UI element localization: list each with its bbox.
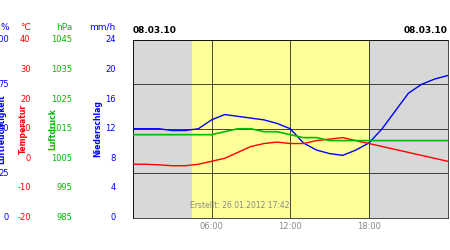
Text: 1025: 1025 bbox=[51, 95, 72, 104]
Text: 1035: 1035 bbox=[51, 65, 72, 74]
Text: 1045: 1045 bbox=[51, 36, 72, 44]
Text: Temperatur: Temperatur bbox=[19, 104, 28, 154]
Text: Luftfeuchtigkeit: Luftfeuchtigkeit bbox=[0, 94, 6, 164]
Text: 75: 75 bbox=[0, 80, 9, 89]
Text: 0: 0 bbox=[110, 213, 116, 222]
Text: 50: 50 bbox=[0, 124, 9, 133]
Bar bbox=[369, 40, 448, 218]
Text: 1005: 1005 bbox=[51, 154, 72, 163]
Text: -20: -20 bbox=[17, 213, 31, 222]
Text: -10: -10 bbox=[17, 184, 31, 192]
Text: 8: 8 bbox=[110, 154, 116, 163]
Text: 4: 4 bbox=[110, 184, 116, 192]
Text: 1015: 1015 bbox=[51, 124, 72, 133]
Text: Erstellt: 26.01.2012 17:42: Erstellt: 26.01.2012 17:42 bbox=[190, 202, 290, 210]
Bar bbox=[133, 40, 192, 218]
Text: Luftdruck: Luftdruck bbox=[49, 108, 58, 150]
Text: 20: 20 bbox=[105, 65, 116, 74]
Text: 985: 985 bbox=[56, 213, 72, 222]
Text: mm/h: mm/h bbox=[90, 23, 116, 32]
Text: hPa: hPa bbox=[56, 23, 72, 32]
Text: 100: 100 bbox=[0, 36, 9, 44]
Text: 0: 0 bbox=[4, 213, 9, 222]
Text: 20: 20 bbox=[20, 95, 31, 104]
Text: 30: 30 bbox=[20, 65, 31, 74]
Text: %: % bbox=[0, 23, 9, 32]
Text: 40: 40 bbox=[20, 36, 31, 44]
Text: 24: 24 bbox=[105, 36, 116, 44]
Text: 995: 995 bbox=[56, 184, 72, 192]
Text: Niederschlag: Niederschlag bbox=[94, 100, 103, 157]
Text: °C: °C bbox=[20, 23, 31, 32]
Text: 25: 25 bbox=[0, 168, 9, 177]
Text: 08.03.10: 08.03.10 bbox=[133, 26, 176, 35]
Bar bbox=[192, 40, 369, 218]
Text: 16: 16 bbox=[105, 95, 116, 104]
Text: 0: 0 bbox=[25, 154, 31, 163]
Text: 08.03.10: 08.03.10 bbox=[404, 26, 448, 35]
Text: 12: 12 bbox=[105, 124, 116, 133]
Text: 10: 10 bbox=[20, 124, 31, 133]
